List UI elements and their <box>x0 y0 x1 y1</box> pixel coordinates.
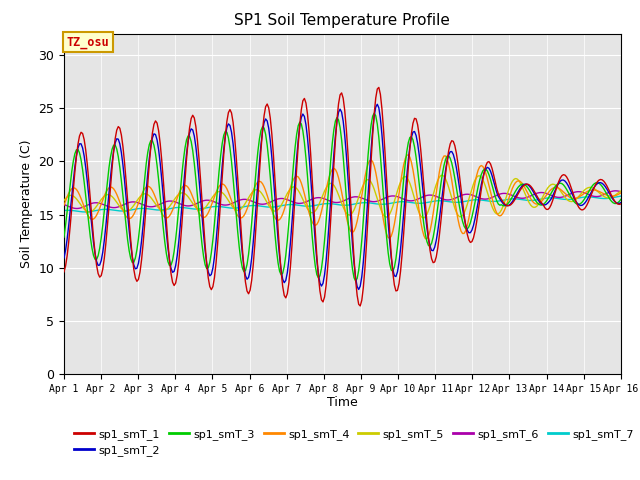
Text: TZ_osu: TZ_osu <box>67 36 109 49</box>
Title: SP1 Soil Temperature Profile: SP1 Soil Temperature Profile <box>234 13 451 28</box>
Y-axis label: Soil Temperature (C): Soil Temperature (C) <box>20 140 33 268</box>
Legend: sp1_smT_1, sp1_smT_2, sp1_smT_3, sp1_smT_4, sp1_smT_5, sp1_smT_6, sp1_smT_7: sp1_smT_1, sp1_smT_2, sp1_smT_3, sp1_smT… <box>70 424 638 460</box>
X-axis label: Time: Time <box>327 396 358 408</box>
